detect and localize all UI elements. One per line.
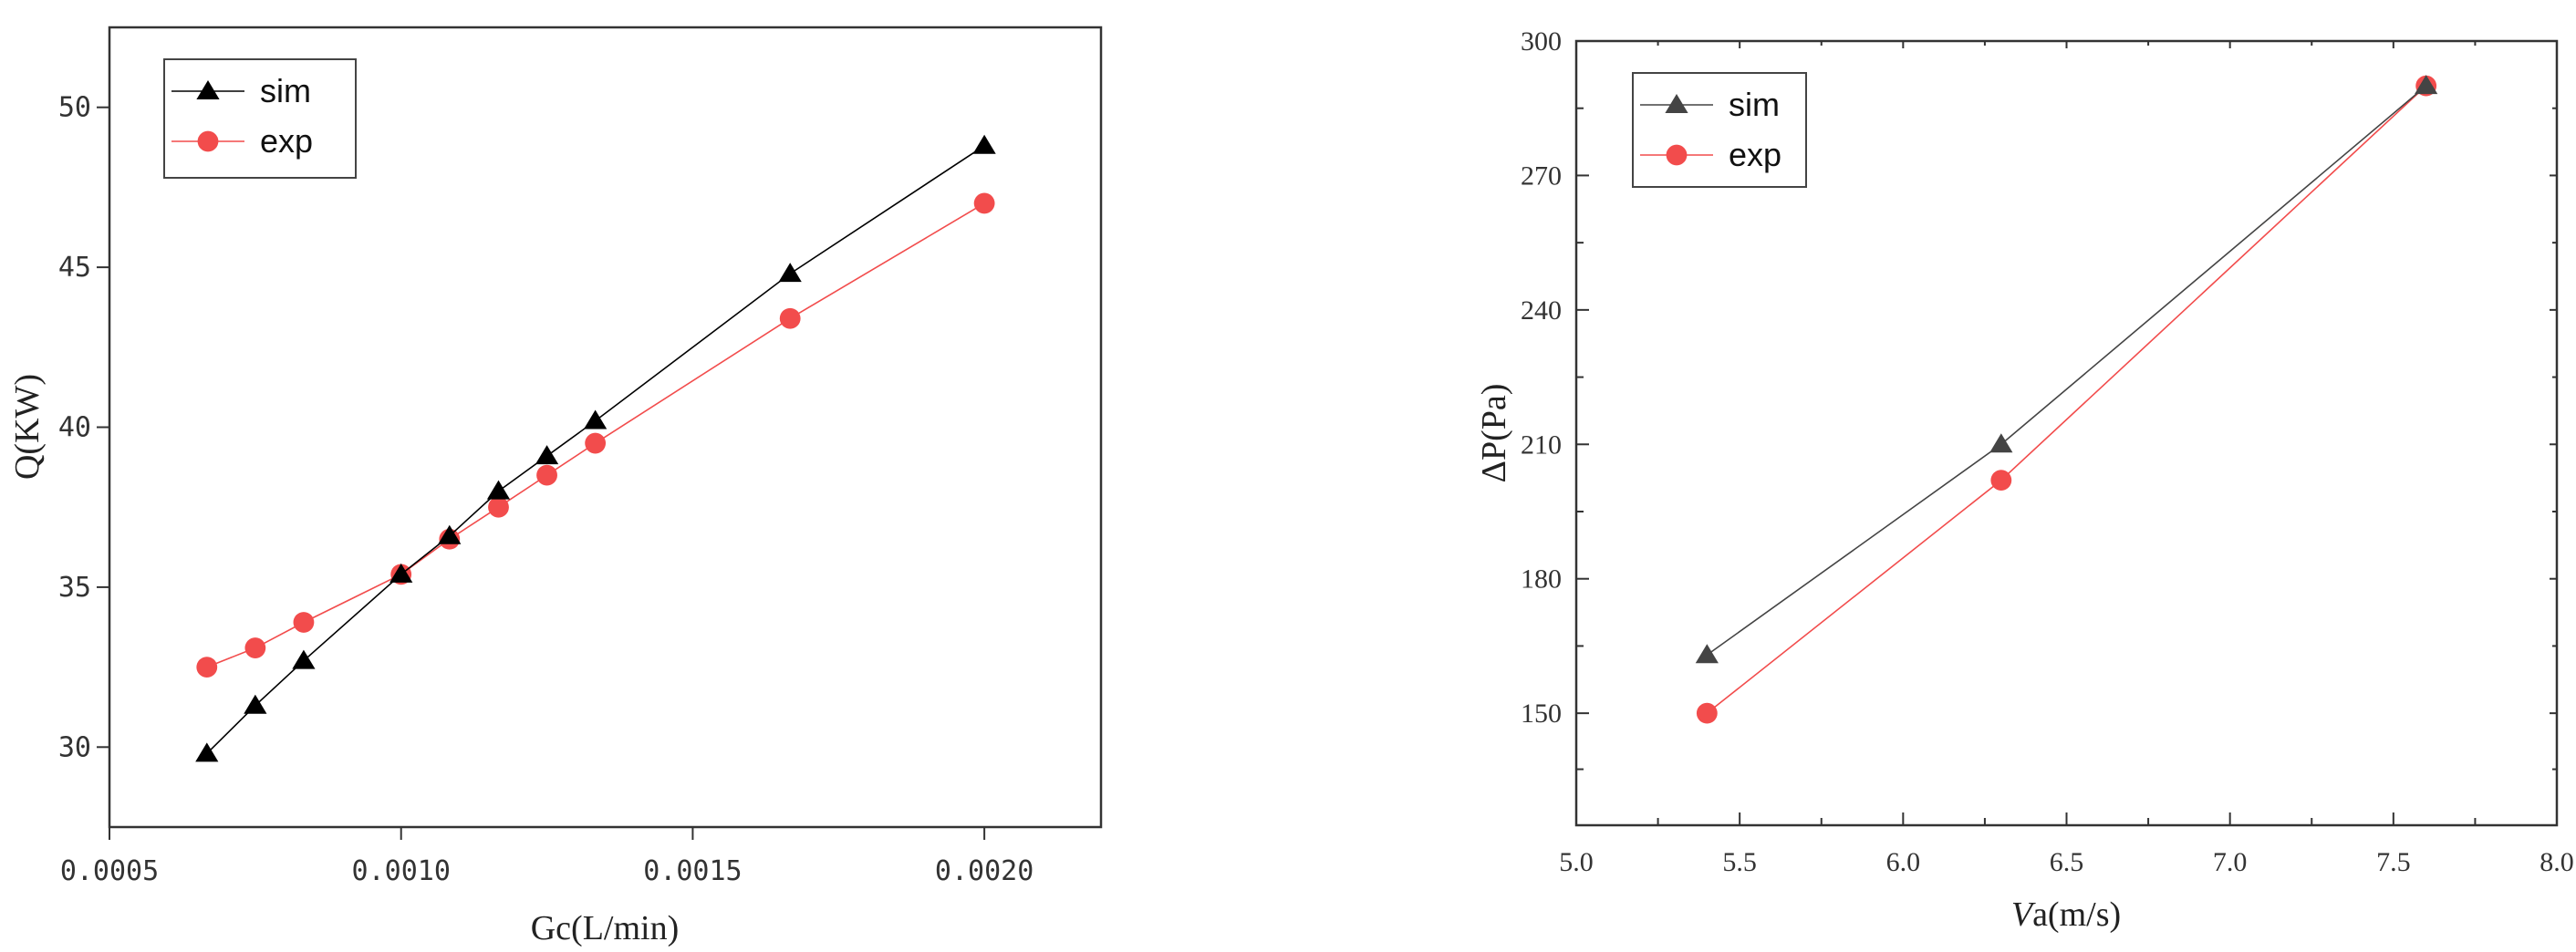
series-exp	[1696, 75, 2437, 724]
legend-box	[1632, 72, 1807, 188]
legend-marker-triangle-icon	[196, 80, 220, 99]
data-point-exp	[1990, 470, 2012, 491]
data-point-exp	[973, 192, 995, 214]
y-axis-title: Q(KW)	[8, 374, 47, 480]
y-tick-label: 270	[1521, 160, 1562, 191]
legend-label: exp	[1729, 136, 1781, 173]
x-tick-label: 7.0	[2213, 847, 2248, 877]
series-line-exp	[1706, 85, 2427, 714]
legend-box	[163, 58, 357, 179]
legend-label: exp	[260, 122, 313, 160]
series-line-exp	[206, 202, 985, 668]
legend-item-sim: sim	[171, 72, 311, 109]
data-point-exp	[536, 464, 557, 486]
y-tick-label: 40	[58, 412, 91, 444]
data-point-exp	[293, 612, 315, 633]
series-sim	[1695, 75, 2438, 664]
data-point-sim	[486, 480, 511, 500]
series-line-sim	[1706, 85, 2427, 656]
series-exp	[196, 192, 995, 678]
data-point-sim	[535, 445, 559, 465]
legend-marker-triangle-icon	[1665, 94, 1688, 113]
data-point-sim	[2415, 75, 2438, 95]
data-point-exp	[244, 637, 266, 658]
data-point-exp	[779, 307, 801, 329]
y-tick-label: 300	[1521, 26, 1562, 57]
x-axis-title: Va(m/s)	[2011, 895, 2121, 934]
data-point-sim	[584, 409, 608, 429]
y-tick-label: 45	[58, 252, 91, 284]
x-tick-label: 6.5	[2050, 847, 2084, 877]
legend-marker-circle-icon	[1666, 144, 1688, 166]
data-point-exp	[1696, 702, 1718, 724]
data-point-sim	[972, 134, 996, 154]
legend: sim exp	[1632, 72, 1807, 188]
series-sim	[195, 134, 996, 762]
x-tick-label: 0.0010	[352, 855, 451, 887]
data-point-sim	[195, 742, 219, 762]
legend-marker-circle-icon	[197, 130, 219, 152]
y-axis-title: ΔP(Pa)	[1475, 384, 1513, 483]
x-tick-label: 0.0015	[643, 855, 742, 887]
legend-item-sim: sim	[1640, 86, 1780, 123]
series-line-sim	[206, 145, 985, 754]
data-point-sim	[1989, 433, 2013, 453]
y-tick-label: 30	[58, 731, 91, 763]
data-point-exp	[585, 432, 607, 454]
x-tick-label: 7.5	[2376, 847, 2411, 877]
data-point-exp	[196, 657, 218, 678]
x-axis-title-rest: a(m/s)	[2032, 895, 2121, 934]
x-tick-label: 5.5	[1722, 847, 1757, 877]
x-tick-label: 5.0	[1559, 847, 1594, 877]
data-point-exp	[488, 496, 509, 518]
legend: sim exp	[163, 58, 357, 179]
data-point-sim	[292, 649, 316, 669]
y-tick-label: 180	[1521, 564, 1562, 595]
legend-item-exp: exp	[1640, 136, 1781, 173]
x-tick-label: 8.0	[2540, 847, 2574, 877]
data-point-sim	[438, 524, 462, 544]
chart-panel-1: 0.0005 0.0010 0.0015 0.0020 30 35 40 45 50 Gc(L/m…	[8, 26, 1103, 947]
x-tick-label: 6.0	[1886, 847, 1921, 877]
data-point-sim	[1695, 644, 1719, 664]
y-tick-label: 35	[58, 572, 91, 604]
y-tick-label: 150	[1521, 698, 1562, 729]
data-point-sim	[390, 563, 413, 583]
x-tick-label: 0.0005	[60, 855, 159, 887]
legend-label: sim	[260, 72, 311, 109]
x-tick-label: 0.0020	[935, 855, 1034, 887]
x-axis-title-italic: V	[2011, 895, 2036, 934]
x-axis-title: Gc(L/min)	[531, 909, 680, 947]
data-point-sim	[778, 263, 802, 283]
legend-item-exp: exp	[171, 122, 313, 160]
data-point-sim	[244, 694, 267, 714]
y-tick-label: 240	[1521, 295, 1562, 326]
chart-panel-2: 5.0 5.5 6.0 6.5 7.0 7.5 8.0 150 180 210 240 270 300 V…	[1475, 26, 2574, 934]
legend-label: sim	[1729, 86, 1780, 123]
y-tick-label: 210	[1521, 429, 1562, 460]
y-tick-label: 50	[58, 92, 91, 124]
